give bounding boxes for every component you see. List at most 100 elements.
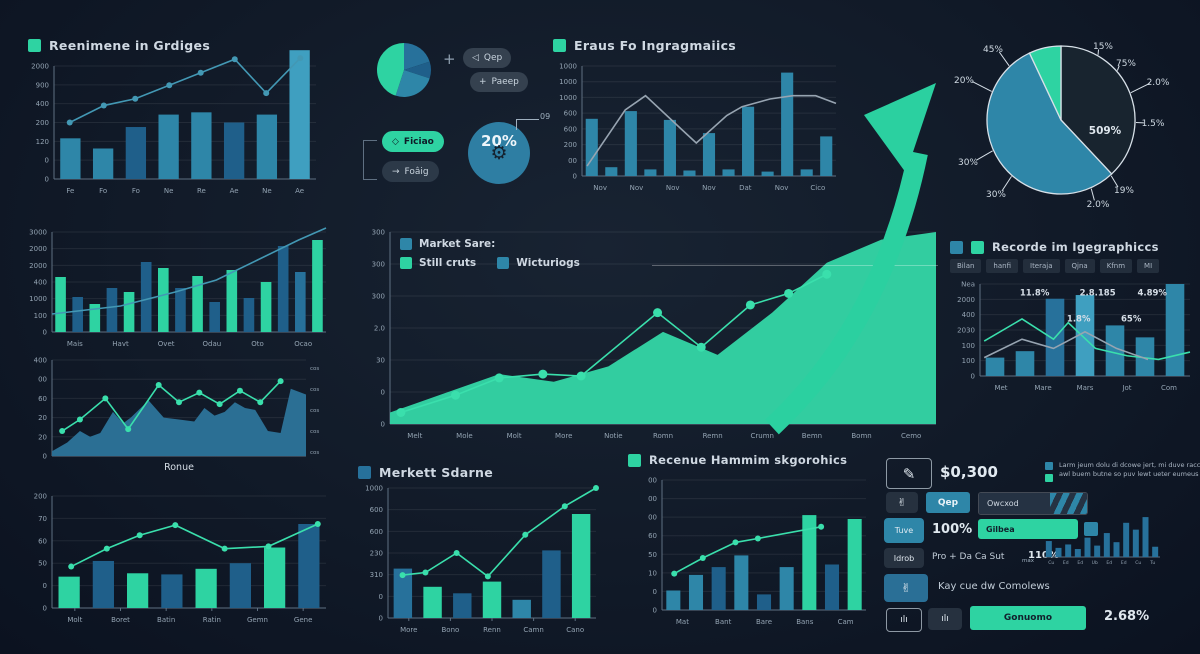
- svg-text:Cam: Cam: [838, 618, 854, 626]
- tab-bilan[interactable]: Bilan: [950, 259, 982, 273]
- gauge-widget: 20% ⚙: [468, 122, 530, 184]
- svg-text:4.89%: 4.89%: [1137, 289, 1167, 299]
- svg-text:30%: 30%: [958, 158, 978, 168]
- svg-text:Gene: Gene: [294, 616, 312, 624]
- bar-chart-bottom-center: 00 00 00 60 50 10 0 0 Mat Bant Bare Bans Cam: [630, 474, 872, 626]
- svg-text:00: 00: [568, 157, 577, 165]
- hand-icon: ✌: [884, 574, 928, 602]
- legend-swatch-icon: [358, 466, 371, 479]
- legend-label: Wicturiogs: [516, 257, 580, 269]
- svg-text:20: 20: [38, 414, 47, 422]
- svg-text:00: 00: [648, 495, 657, 503]
- svg-text:Fo: Fo: [99, 187, 107, 195]
- legend-label: Market Sare:: [419, 238, 496, 250]
- svg-text:Havt: Havt: [112, 340, 129, 348]
- svg-text:Met: Met: [994, 384, 1007, 392]
- svg-text:Ocao: Ocao: [294, 340, 312, 348]
- equalizer-box[interactable]: ılı: [886, 608, 922, 632]
- foaig-pill-button[interactable]: → Foâig: [382, 161, 439, 182]
- chart-bottom-middle-header: Merkett Sdarne: [358, 465, 493, 480]
- svg-text:2.0%: 2.0%: [1147, 78, 1170, 88]
- gonuomo-button[interactable]: Gonuomo: [970, 606, 1086, 630]
- svg-text:300: 300: [372, 293, 385, 301]
- paeep-button[interactable]: + Paeep: [470, 72, 528, 92]
- svg-text:300: 300: [372, 261, 385, 269]
- svg-text:2.0%: 2.0%: [1087, 200, 1110, 210]
- svg-text:Bare: Bare: [756, 618, 772, 626]
- area-chart-left: 400 00 60 20 20 0 cos cos cos cos cos Ronue: [20, 354, 332, 474]
- idrob-box[interactable]: Idrob: [884, 548, 924, 568]
- equalizer-box[interactable]: ılı: [928, 608, 962, 630]
- svg-text:20%: 20%: [954, 76, 974, 86]
- svg-text:Ratin: Ratin: [203, 616, 221, 624]
- tuve-box[interactable]: Tuve: [884, 518, 924, 543]
- svg-text:509%: 509%: [1089, 125, 1122, 137]
- svg-text:Cu: Cu: [1048, 560, 1054, 566]
- tab-qjna[interactable]: Qjna: [1064, 259, 1095, 273]
- svg-text:60: 60: [648, 532, 657, 540]
- qep-row-button[interactable]: Qep: [926, 492, 970, 513]
- svg-text:Com: Com: [1161, 384, 1177, 392]
- ficiao-pill-button[interactable]: ◇ Ficiao: [382, 131, 444, 152]
- svg-text:Fe: Fe: [66, 187, 74, 195]
- legend-label: Still cruts: [419, 257, 477, 269]
- center-chart-legend: Market Sare: Still cruts Wicturiogs: [400, 238, 580, 276]
- svg-text:Ronue: Ronue: [164, 462, 194, 473]
- svg-text:0: 0: [45, 157, 49, 165]
- hand-icon: ✌: [886, 492, 918, 513]
- svg-text:Boret: Boret: [111, 616, 130, 624]
- diamond-icon: ◇: [392, 136, 399, 147]
- svg-text:Bans: Bans: [796, 618, 814, 626]
- percent-value: 2.68%: [1104, 609, 1150, 624]
- svg-text:Cu: Cu: [1135, 560, 1141, 566]
- tab-hanfi[interactable]: hanfi: [986, 259, 1018, 273]
- svg-text:1.8%: 1.8%: [1067, 314, 1091, 324]
- svg-text:Oto: Oto: [251, 340, 264, 348]
- svg-text:Jot: Jot: [1121, 384, 1131, 392]
- svg-text:60: 60: [38, 395, 47, 403]
- svg-text:Camn: Camn: [523, 626, 543, 634]
- svg-text:More: More: [400, 626, 417, 634]
- legend-swatch-icon: [1045, 462, 1053, 470]
- legend-rule-line: [652, 265, 938, 266]
- svg-text:Bemn: Bemn: [802, 432, 822, 440]
- qep-button[interactable]: ◁ Qep: [463, 48, 512, 68]
- svg-text:Cico: Cico: [810, 184, 825, 192]
- svg-text:400: 400: [34, 279, 47, 287]
- svg-text:230: 230: [370, 550, 383, 558]
- pill-bracket-line: [363, 140, 377, 180]
- svg-text:50: 50: [38, 560, 47, 568]
- gear-icon: ⚙: [490, 142, 508, 164]
- row-text: Kay cue dw Comolews: [938, 581, 1050, 592]
- svg-text:More: More: [555, 432, 572, 440]
- mid-right-tabs: Bilan hanfi Iteraja Qjna Kfnm MI: [950, 259, 1160, 273]
- tab-mi[interactable]: MI: [1137, 259, 1160, 273]
- svg-text:0: 0: [43, 329, 47, 337]
- bar-chart-bottom-left: 200 70 60 50 0 0 Molt Boret Batin Ratin Gemn Gene: [20, 490, 332, 624]
- svg-text:Romn: Romn: [653, 432, 673, 440]
- svg-text:Molt: Molt: [507, 432, 522, 440]
- legend-swatch-icon: [400, 257, 412, 269]
- svg-text:0: 0: [45, 176, 49, 184]
- svg-text:Crumn: Crumn: [751, 432, 774, 440]
- bar-chart-mid-left: 3000 2000 2000 400 1000 100 0 Mais Havt Ovet Odau O…: [20, 226, 332, 348]
- tab-iteraja[interactable]: Iteraja: [1023, 259, 1060, 273]
- svg-text:65%: 65%: [1121, 314, 1142, 324]
- svg-text:0: 0: [43, 582, 47, 590]
- amount-value: $0,300: [940, 463, 998, 481]
- legend-swatch-icon: [497, 257, 510, 269]
- svg-text:Re: Re: [197, 187, 206, 195]
- chart-bottom-center-header: Recenue Hammim skgorohics: [628, 453, 847, 467]
- svg-text:200: 200: [34, 493, 47, 501]
- svg-text:30: 30: [376, 357, 385, 365]
- bar-chart-bottom-middle: 1000 600 600 230 310 0 0 More Bono Renn Camn Cano: [356, 482, 602, 634]
- svg-text:Bant: Bant: [715, 618, 732, 626]
- svg-text:300: 300: [372, 229, 385, 237]
- legend-line-1: Larm jeum dolu di dcowe jert, mi duve ra…: [1059, 461, 1200, 469]
- svg-text:0: 0: [43, 605, 47, 613]
- svg-text:2.8.185: 2.8.185: [1080, 289, 1116, 299]
- svg-text:600: 600: [564, 125, 577, 133]
- svg-text:Mat: Mat: [676, 618, 689, 626]
- svg-text:Fo: Fo: [132, 187, 140, 195]
- tab-kfnm[interactable]: Kfnm: [1099, 259, 1133, 273]
